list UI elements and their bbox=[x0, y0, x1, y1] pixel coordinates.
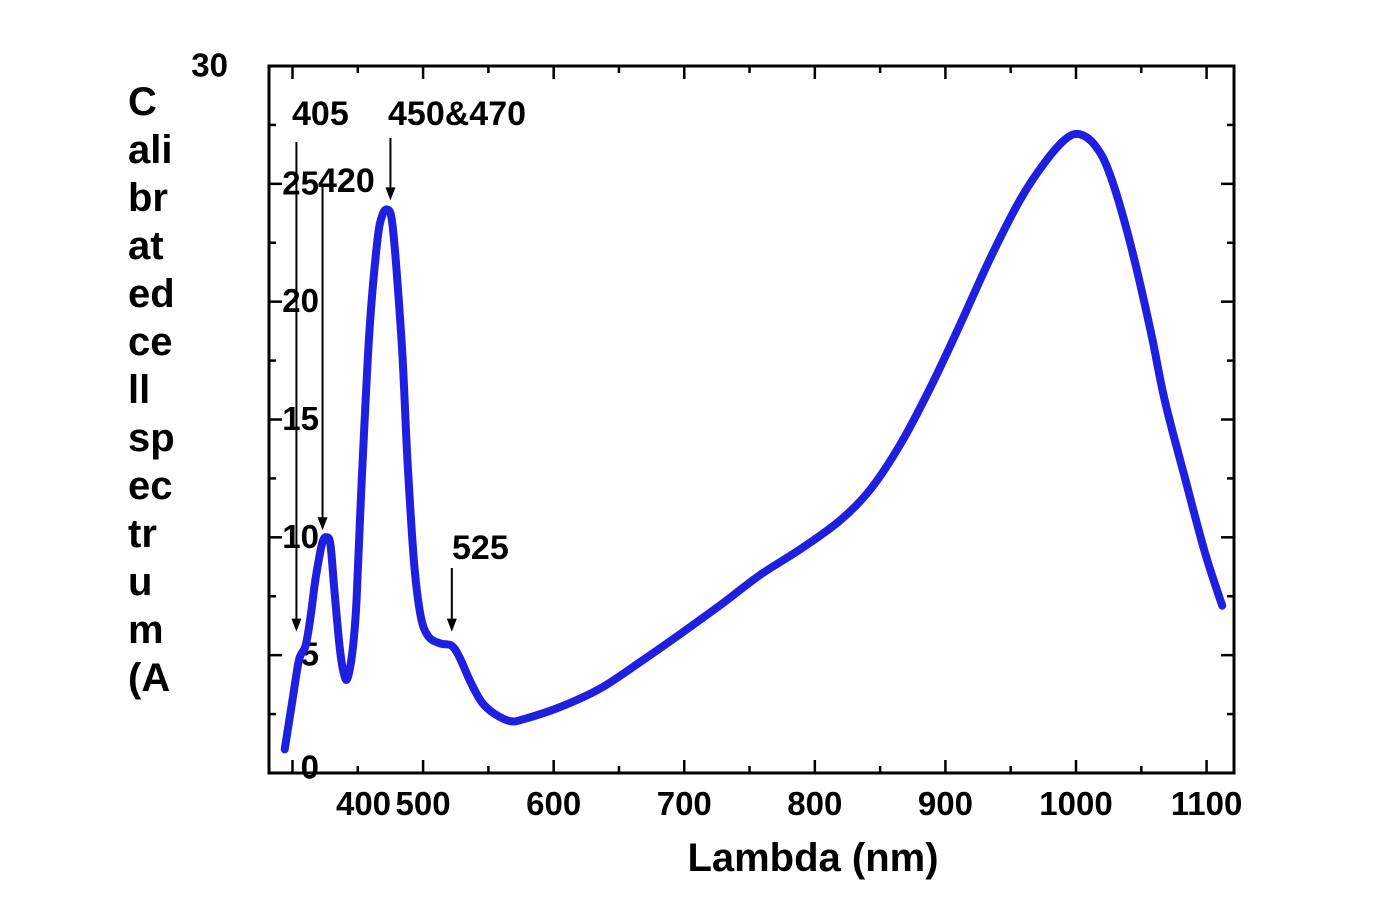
x-tick-label: 1000 bbox=[1039, 785, 1112, 822]
series-layer bbox=[280, 129, 1227, 754]
x-tick-label: 800 bbox=[787, 785, 842, 822]
annotation-arrowhead bbox=[317, 517, 328, 531]
x-tick-label: 400 bbox=[336, 785, 391, 822]
y-axis-title-line: u bbox=[128, 560, 152, 604]
peak-annotations: 405 420 450&470 525 bbox=[291, 95, 526, 632]
annotation-label: 405 bbox=[292, 95, 349, 133]
y-tick-label: 15 bbox=[282, 400, 319, 437]
y-tick-label: 0 bbox=[301, 749, 319, 786]
y-tick-label: 20 bbox=[282, 282, 319, 319]
y-tick-label: 25 bbox=[282, 164, 319, 201]
x-tick-label: 1100 bbox=[1171, 785, 1243, 822]
x-tick-label: 900 bbox=[918, 785, 973, 822]
x-tick-label: 600 bbox=[526, 785, 581, 822]
x-tick-label: 700 bbox=[657, 785, 712, 822]
y-axis-title-line: at bbox=[128, 224, 164, 268]
axis-ticks bbox=[269, 66, 1234, 773]
y-axis-title-line: br bbox=[128, 176, 168, 220]
x-axis-title: Lambda (nm) bbox=[687, 836, 938, 880]
plot-frame bbox=[267, 64, 1236, 775]
y-axis-title-line: tr bbox=[128, 512, 157, 556]
y-axis-title-line: ec bbox=[128, 464, 173, 508]
annotation-label: 450&470 bbox=[388, 95, 526, 133]
peak-annotation: 405 bbox=[291, 95, 349, 632]
y-tick-label: 10 bbox=[282, 518, 319, 555]
y-axis-title-line: C bbox=[128, 80, 157, 124]
y-axis-title-line: ed bbox=[128, 272, 175, 316]
annotation-arrowhead bbox=[385, 187, 396, 201]
spectrum-line bbox=[280, 129, 1227, 754]
y-axis-title-line: ali bbox=[128, 128, 172, 172]
annotation-label: 525 bbox=[452, 529, 509, 567]
x-tick-label: 500 bbox=[396, 785, 451, 822]
y-axis-title-line: ll bbox=[128, 368, 150, 412]
annotation-arrowhead bbox=[446, 618, 457, 632]
x-tick-labels: 400 500 600 700 800 900 1000 1100 bbox=[336, 785, 1242, 822]
y-axis-title-line: sp bbox=[128, 416, 175, 460]
peak-annotation: 525 bbox=[446, 529, 509, 632]
y-tick-label: 30 bbox=[191, 47, 228, 84]
y-axis-title-line: ce bbox=[128, 320, 173, 364]
y-axis-title-line: m bbox=[128, 608, 164, 652]
peak-annotation: 450&470 bbox=[385, 95, 526, 201]
y-axis-title-line: (A bbox=[128, 656, 170, 700]
annotation-arrowhead bbox=[291, 618, 302, 632]
peak-annotation: 420 bbox=[317, 162, 375, 531]
annotation-label: 420 bbox=[318, 162, 375, 200]
